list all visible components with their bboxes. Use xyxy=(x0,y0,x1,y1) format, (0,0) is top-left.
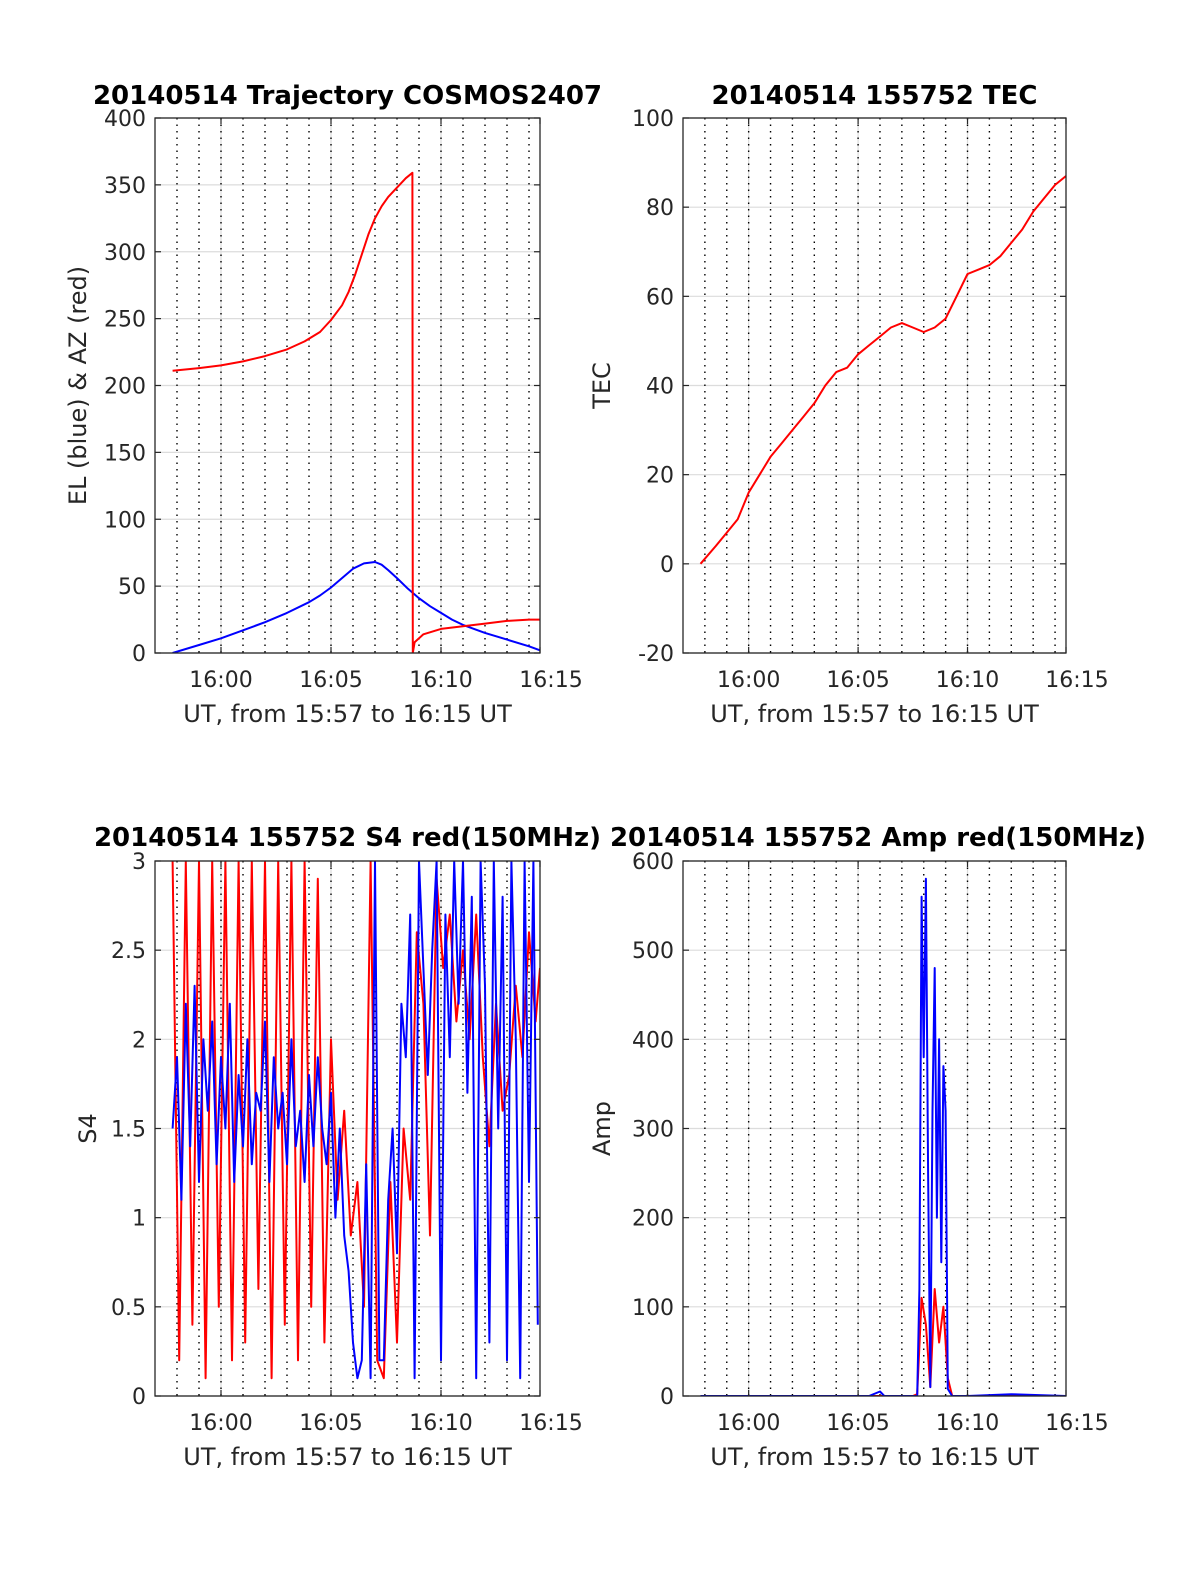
x-tick-label: 16:10 xyxy=(409,668,472,693)
x-axis-label: UT, from 15:57 to 16:15 UT xyxy=(710,700,1039,728)
y-tick-label: 2 xyxy=(132,1028,146,1053)
y-axis-label: TEC xyxy=(588,362,616,410)
x-tick-label: 16:05 xyxy=(299,668,362,693)
plot-area: 16:00 16:05 16:10 16:15 0 100 200 300 400 500 600 xyxy=(632,850,1109,1436)
x-tick-label: 16:15 xyxy=(1045,1411,1108,1436)
y-tick-label: 400 xyxy=(104,107,146,132)
y-tick-label: 600 xyxy=(632,850,674,875)
series-line-tec xyxy=(699,175,1066,565)
y-tick-label: 2.5 xyxy=(111,939,146,964)
series-line-blue xyxy=(700,877,1066,1396)
y-tick-label: 80 xyxy=(646,196,674,221)
y-tick-label: 150 xyxy=(104,441,146,466)
y-tick-label: 50 xyxy=(118,575,146,600)
panel-title: 20140514 155752 S4 red(150MHz) xyxy=(94,823,601,853)
y-axis-label: EL (blue) & AZ (red) xyxy=(64,266,92,505)
y-tick-label: 400 xyxy=(632,1028,674,1053)
x-tick-label: 16:15 xyxy=(1045,668,1108,693)
y-tick-label: 350 xyxy=(104,174,146,199)
y-tick-label: 300 xyxy=(632,1118,674,1143)
panel-title: 20140514 155752 Amp red(150MHz) xyxy=(610,823,1146,853)
y-tick-label: 1.5 xyxy=(111,1118,146,1143)
x-tick-label: 16:00 xyxy=(717,668,780,693)
plot-area: 16:00 16:05 16:10 16:15 0 0.5 1 1.5 2 2.5 3 xyxy=(111,850,583,1436)
panel-title: 20140514 155752 TEC xyxy=(712,81,1038,111)
y-axis-label: S4 xyxy=(74,1113,102,1144)
x-tick-label: 16:05 xyxy=(826,668,889,693)
x-axis-label: UT, from 15:57 to 16:15 UT xyxy=(183,1443,512,1471)
y-tick-label: 0 xyxy=(132,642,146,667)
x-tick-label: 16:10 xyxy=(409,1411,472,1436)
x-tick-label: 16:00 xyxy=(189,1411,252,1436)
plot-area: 16:00 16:05 16:10 16:15 -20 0 20 40 60 80 100 xyxy=(632,107,1109,693)
x-tick-label: 16:05 xyxy=(826,1411,889,1436)
panel-trajectory: 20140514 Trajectory COSMOS2407 UT, from … xyxy=(64,81,602,728)
x-axis-label: UT, from 15:57 to 16:15 UT xyxy=(183,700,512,728)
x-axis-label: UT, from 15:57 to 16:15 UT xyxy=(710,1443,1039,1471)
y-tick-label: 0.5 xyxy=(111,1296,146,1321)
y-tick-label: 100 xyxy=(632,107,674,132)
y-tick-label: 20 xyxy=(646,464,674,489)
x-tick-label: 16:10 xyxy=(936,668,999,693)
panel-title: 20140514 Trajectory COSMOS2407 xyxy=(93,81,602,111)
y-tick-label: 40 xyxy=(646,375,674,400)
y-tick-label: 100 xyxy=(104,508,146,533)
y-tick-label: 60 xyxy=(646,285,674,310)
x-tick-label: 16:10 xyxy=(936,1411,999,1436)
series-line-red xyxy=(171,861,540,1380)
series-line-blue xyxy=(171,861,539,1380)
y-tick-label: 0 xyxy=(660,1385,674,1410)
y-tick-label: 0 xyxy=(660,553,674,578)
y-tick-label: 300 xyxy=(104,241,146,266)
y-tick-label: 1 xyxy=(132,1207,146,1232)
x-tick-label: 16:00 xyxy=(717,1411,780,1436)
x-tick-label: 16:15 xyxy=(519,668,582,693)
panel-s4: 20140514 155752 S4 red(150MHz) UT, from … xyxy=(74,823,601,1471)
x-tick-label: 16:00 xyxy=(189,668,252,693)
y-tick-label: 250 xyxy=(104,308,146,333)
y-tick-label: 100 xyxy=(632,1296,674,1321)
series-line-az xyxy=(172,171,540,653)
series-line-el xyxy=(172,561,540,653)
plot-area: 16:00 16:05 16:10 16:15 0 50 100 150 200 250 300 35… xyxy=(104,107,583,693)
y-axis-label: Amp xyxy=(588,1101,616,1156)
y-tick-label: 0 xyxy=(132,1385,146,1410)
x-tick-label: 16:05 xyxy=(299,1411,362,1436)
y-tick-label: -20 xyxy=(638,642,674,667)
panel-tec: 20140514 155752 TEC UT, from 15:57 to 16… xyxy=(588,81,1109,728)
y-tick-label: 200 xyxy=(104,375,146,400)
panel-amp: 20140514 155752 Amp red(150MHz) UT, from… xyxy=(588,823,1146,1471)
y-tick-label: 500 xyxy=(632,939,674,964)
x-tick-label: 16:15 xyxy=(519,1411,582,1436)
y-tick-label: 200 xyxy=(632,1207,674,1232)
y-tick-label: 3 xyxy=(132,850,146,875)
